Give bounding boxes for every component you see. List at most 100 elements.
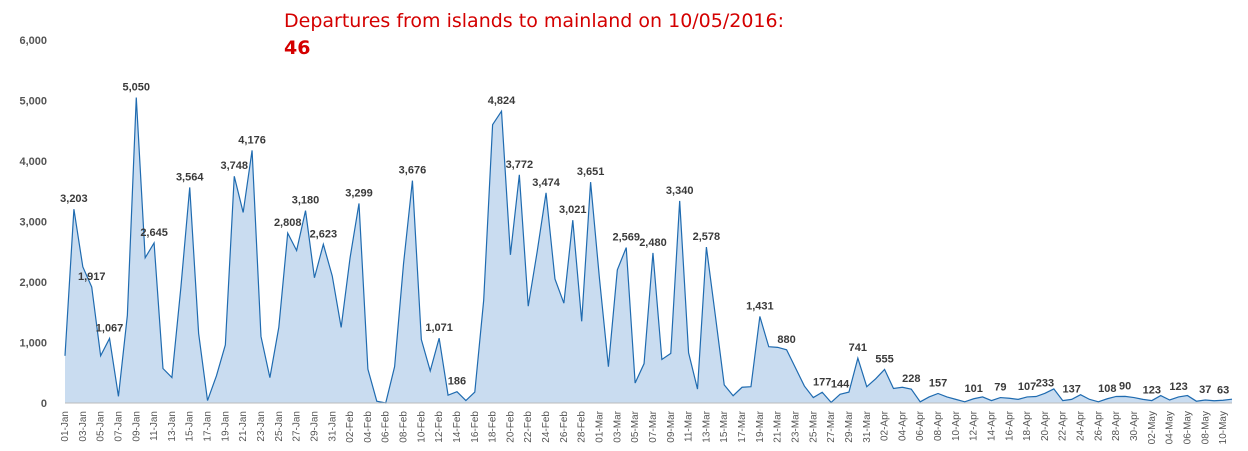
x-tick-label: 08-Apr: [933, 410, 944, 441]
y-tick-label: 0: [41, 398, 47, 410]
x-tick-label: 04-May: [1165, 411, 1176, 444]
x-tick-label: 16-Feb: [470, 411, 481, 443]
x-tick-label: 27-Jan: [292, 411, 303, 442]
data-label: 90: [1119, 380, 1131, 392]
data-label: 1,917: [78, 271, 106, 283]
chart-title-value: 46: [284, 37, 311, 59]
x-tick-label: 12-Apr: [969, 410, 980, 441]
x-tick-label: 11-Mar: [684, 410, 695, 442]
x-tick-label: 18-Feb: [488, 411, 499, 443]
x-tick-label: 30-Apr: [1129, 410, 1140, 441]
data-label: 3,299: [345, 187, 373, 199]
x-tick-label: 21-Jan: [238, 411, 249, 442]
x-tick-label: 11-Jan: [149, 411, 160, 441]
x-tick-label: 05-Mar: [630, 410, 641, 442]
x-tick-label: 10-Apr: [951, 410, 962, 441]
y-tick-label: 3,000: [19, 217, 47, 229]
data-label: 2,578: [693, 231, 721, 243]
x-tick-label: 13-Jan: [167, 411, 178, 442]
data-label: 4,176: [238, 134, 266, 146]
x-tick-label: 02-May: [1147, 411, 1158, 444]
data-label: 186: [448, 376, 466, 388]
data-label: 228: [902, 373, 920, 385]
x-tick-label: 10-Feb: [416, 411, 427, 443]
x-tick-label: 08-May: [1200, 411, 1211, 444]
x-tick-label: 12-Feb: [434, 411, 445, 443]
x-tick-label: 28-Feb: [577, 411, 588, 443]
x-tick-label: 20-Apr: [1040, 410, 1051, 441]
data-label: 880: [777, 334, 795, 346]
data-label: 3,748: [220, 160, 248, 172]
x-tick-label: 23-Jan: [256, 411, 267, 442]
data-label: 3,340: [666, 185, 694, 197]
x-tick-label: 14-Apr: [986, 410, 997, 441]
x-tick-label: 17-Jan: [203, 411, 214, 442]
data-label: 2,623: [310, 228, 338, 240]
data-label: 3,203: [60, 193, 88, 205]
x-tick-label: 28-Apr: [1111, 410, 1122, 441]
x-tick-label: 24-Apr: [1076, 410, 1087, 441]
x-tick-label: 03-Jan: [78, 411, 89, 442]
data-label: 144: [831, 378, 850, 390]
x-tick-label: 18-Apr: [1022, 410, 1033, 441]
data-label: 3,772: [506, 159, 534, 171]
x-tick-label: 09-Mar: [666, 410, 677, 442]
data-label: 37: [1199, 384, 1211, 396]
data-label: 2,569: [612, 232, 640, 244]
y-axis: 0 1,000 2,000 3,000 4,000 5,000 6,000: [19, 35, 47, 410]
x-tick-label: 02-Apr: [880, 410, 891, 441]
x-tick-label: 23-Mar: [790, 410, 801, 442]
x-tick-label: 25-Jan: [274, 411, 285, 442]
y-tick-label: 4,000: [19, 156, 47, 168]
x-tick-label: 26-Feb: [559, 411, 570, 443]
data-label: 1,067: [96, 322, 124, 334]
chart-title-prefix: Departures from islands to mainland on 1…: [284, 10, 785, 32]
x-tick-label: 21-Mar: [773, 410, 784, 442]
data-label: 3,180: [292, 195, 320, 207]
x-tick-label: 15-Mar: [719, 410, 730, 442]
data-label: 123: [1143, 385, 1161, 397]
x-tick-label: 19-Jan: [220, 411, 231, 442]
x-tick-label: 03-Mar: [612, 410, 623, 442]
x-tick-label: 06-May: [1182, 411, 1193, 444]
data-labels: 3,203 1,917 1,067 5,050 2,645 3,564 3,748 4,176…: [60, 81, 1229, 396]
y-tick-label: 2,000: [19, 277, 47, 289]
data-label: 157: [929, 378, 947, 390]
data-label: 1,431: [746, 300, 774, 312]
x-tick-label: 09-Jan: [131, 411, 142, 442]
x-tick-label: 24-Feb: [541, 411, 552, 443]
x-tick-label: 31-Jan: [327, 411, 338, 442]
x-tick-label: 04-Apr: [897, 410, 908, 441]
data-label: 555: [875, 353, 893, 365]
y-tick-label: 1,000: [19, 338, 47, 350]
data-label: 107: [1018, 381, 1036, 393]
data-label: 3,676: [399, 165, 427, 177]
series-line: [64, 97, 1233, 404]
x-tick-label: 07-Mar: [648, 410, 659, 442]
x-tick-label: 10-May: [1218, 411, 1229, 444]
data-label: 79: [994, 382, 1006, 394]
area-fill: [65, 97, 1232, 403]
y-tick-label: 6,000: [19, 35, 47, 47]
x-tick-label: 06-Apr: [915, 410, 926, 441]
x-tick-label: 04-Feb: [363, 411, 374, 443]
data-label: 101: [964, 383, 982, 395]
x-tick-label: 20-Feb: [505, 411, 516, 443]
x-tick-label: 13-Mar: [701, 410, 712, 442]
x-tick-label: 01-Mar: [595, 410, 606, 442]
data-label: 3,021: [559, 204, 587, 216]
x-tick-label: 01-Jan: [60, 411, 71, 442]
x-tick-label: 05-Jan: [96, 411, 107, 442]
data-label: 123: [1169, 381, 1187, 393]
data-label: 3,474: [532, 177, 560, 189]
data-label: 2,480: [639, 237, 667, 249]
x-tick-label: 14-Feb: [452, 411, 463, 443]
data-label: 137: [1062, 383, 1080, 395]
x-tick-label: 17-Mar: [737, 410, 748, 442]
x-axis: 01-Jan 03-Jan 05-Jan 07-Jan 09-Jan 11-Jan 13-J…: [60, 410, 1229, 444]
x-tick-label: 31-Mar: [862, 410, 873, 442]
x-tick-label: 27-Mar: [826, 410, 837, 442]
x-tick-label: 22-Apr: [1058, 410, 1069, 441]
x-tick-label: 16-Apr: [1004, 410, 1015, 441]
